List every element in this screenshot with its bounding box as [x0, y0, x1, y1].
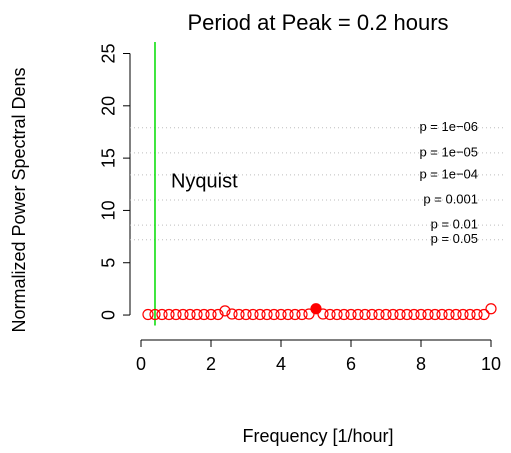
data-point — [170, 308, 182, 321]
y-tick-label: 15 — [99, 148, 119, 168]
significance-label: p = 0.001 — [423, 191, 478, 206]
x-tick-label: 0 — [136, 354, 146, 374]
significance-label: p = 0.05 — [431, 231, 478, 246]
chart-title: Period at Peak = 0.2 hours — [187, 10, 448, 35]
x-tick-label: 4 — [276, 354, 286, 374]
significance-label: p = 1e−04 — [419, 166, 478, 181]
significance-label: p = 1e−05 — [419, 144, 478, 159]
data-point — [240, 308, 252, 321]
data-point — [478, 308, 490, 321]
data-point — [464, 308, 476, 321]
data-point — [394, 308, 406, 321]
data-point — [149, 308, 161, 321]
data-point — [366, 308, 378, 321]
data-point — [254, 308, 266, 321]
data-point — [233, 308, 245, 321]
data-point — [338, 308, 350, 321]
data-point — [198, 308, 210, 321]
data-point — [275, 308, 287, 321]
data-point — [345, 308, 357, 321]
data-point — [156, 308, 168, 321]
x-tick-label: 6 — [346, 354, 356, 374]
y-tick-label: 0 — [99, 310, 119, 320]
y-tick-label: 5 — [99, 258, 119, 268]
x-tick-label: 2 — [206, 354, 216, 374]
data-point — [380, 308, 392, 321]
x-tick-label: 10 — [481, 354, 501, 374]
data-point — [191, 308, 203, 321]
data-point — [268, 308, 280, 321]
data-point — [415, 308, 427, 321]
data-point — [401, 308, 413, 321]
data-point — [261, 308, 273, 321]
data-point — [296, 308, 308, 321]
data-point — [247, 308, 259, 321]
data-point — [177, 308, 189, 321]
data-point — [359, 308, 371, 321]
y-axis-label: Normalized Power Spectral Dens — [9, 67, 29, 332]
significance-label: p = 1e−06 — [419, 119, 478, 134]
data-point — [184, 308, 196, 321]
data-point — [142, 308, 154, 321]
data-point — [289, 308, 301, 321]
data-point — [303, 308, 315, 320]
data-point — [373, 308, 385, 321]
x-axis-label: Frequency [1/hour] — [242, 426, 393, 446]
data-point — [226, 308, 238, 320]
data-point — [457, 308, 469, 321]
data-point — [471, 308, 483, 321]
data-point — [331, 308, 343, 321]
nyquist-label: Nyquist — [171, 170, 238, 192]
data-point — [485, 303, 497, 315]
data-point — [310, 303, 322, 315]
data-point — [163, 308, 175, 321]
data-point — [282, 308, 294, 321]
data-point — [436, 308, 448, 321]
data-point — [450, 308, 462, 321]
data-point — [408, 308, 420, 321]
x-tick-label: 8 — [416, 354, 426, 374]
y-tick-label: 25 — [99, 43, 119, 63]
data-point — [422, 308, 434, 321]
data-point — [429, 308, 441, 321]
y-tick-label: 20 — [99, 96, 119, 116]
data-point — [205, 308, 217, 321]
data-point — [324, 308, 336, 321]
data-point — [212, 308, 224, 321]
data-point — [443, 308, 455, 321]
data-point — [219, 305, 231, 317]
data-point — [352, 308, 364, 321]
data-point — [387, 308, 399, 321]
y-tick-label: 10 — [99, 200, 119, 220]
significance-label: p = 0.01 — [431, 217, 478, 232]
data-point — [317, 308, 329, 320]
